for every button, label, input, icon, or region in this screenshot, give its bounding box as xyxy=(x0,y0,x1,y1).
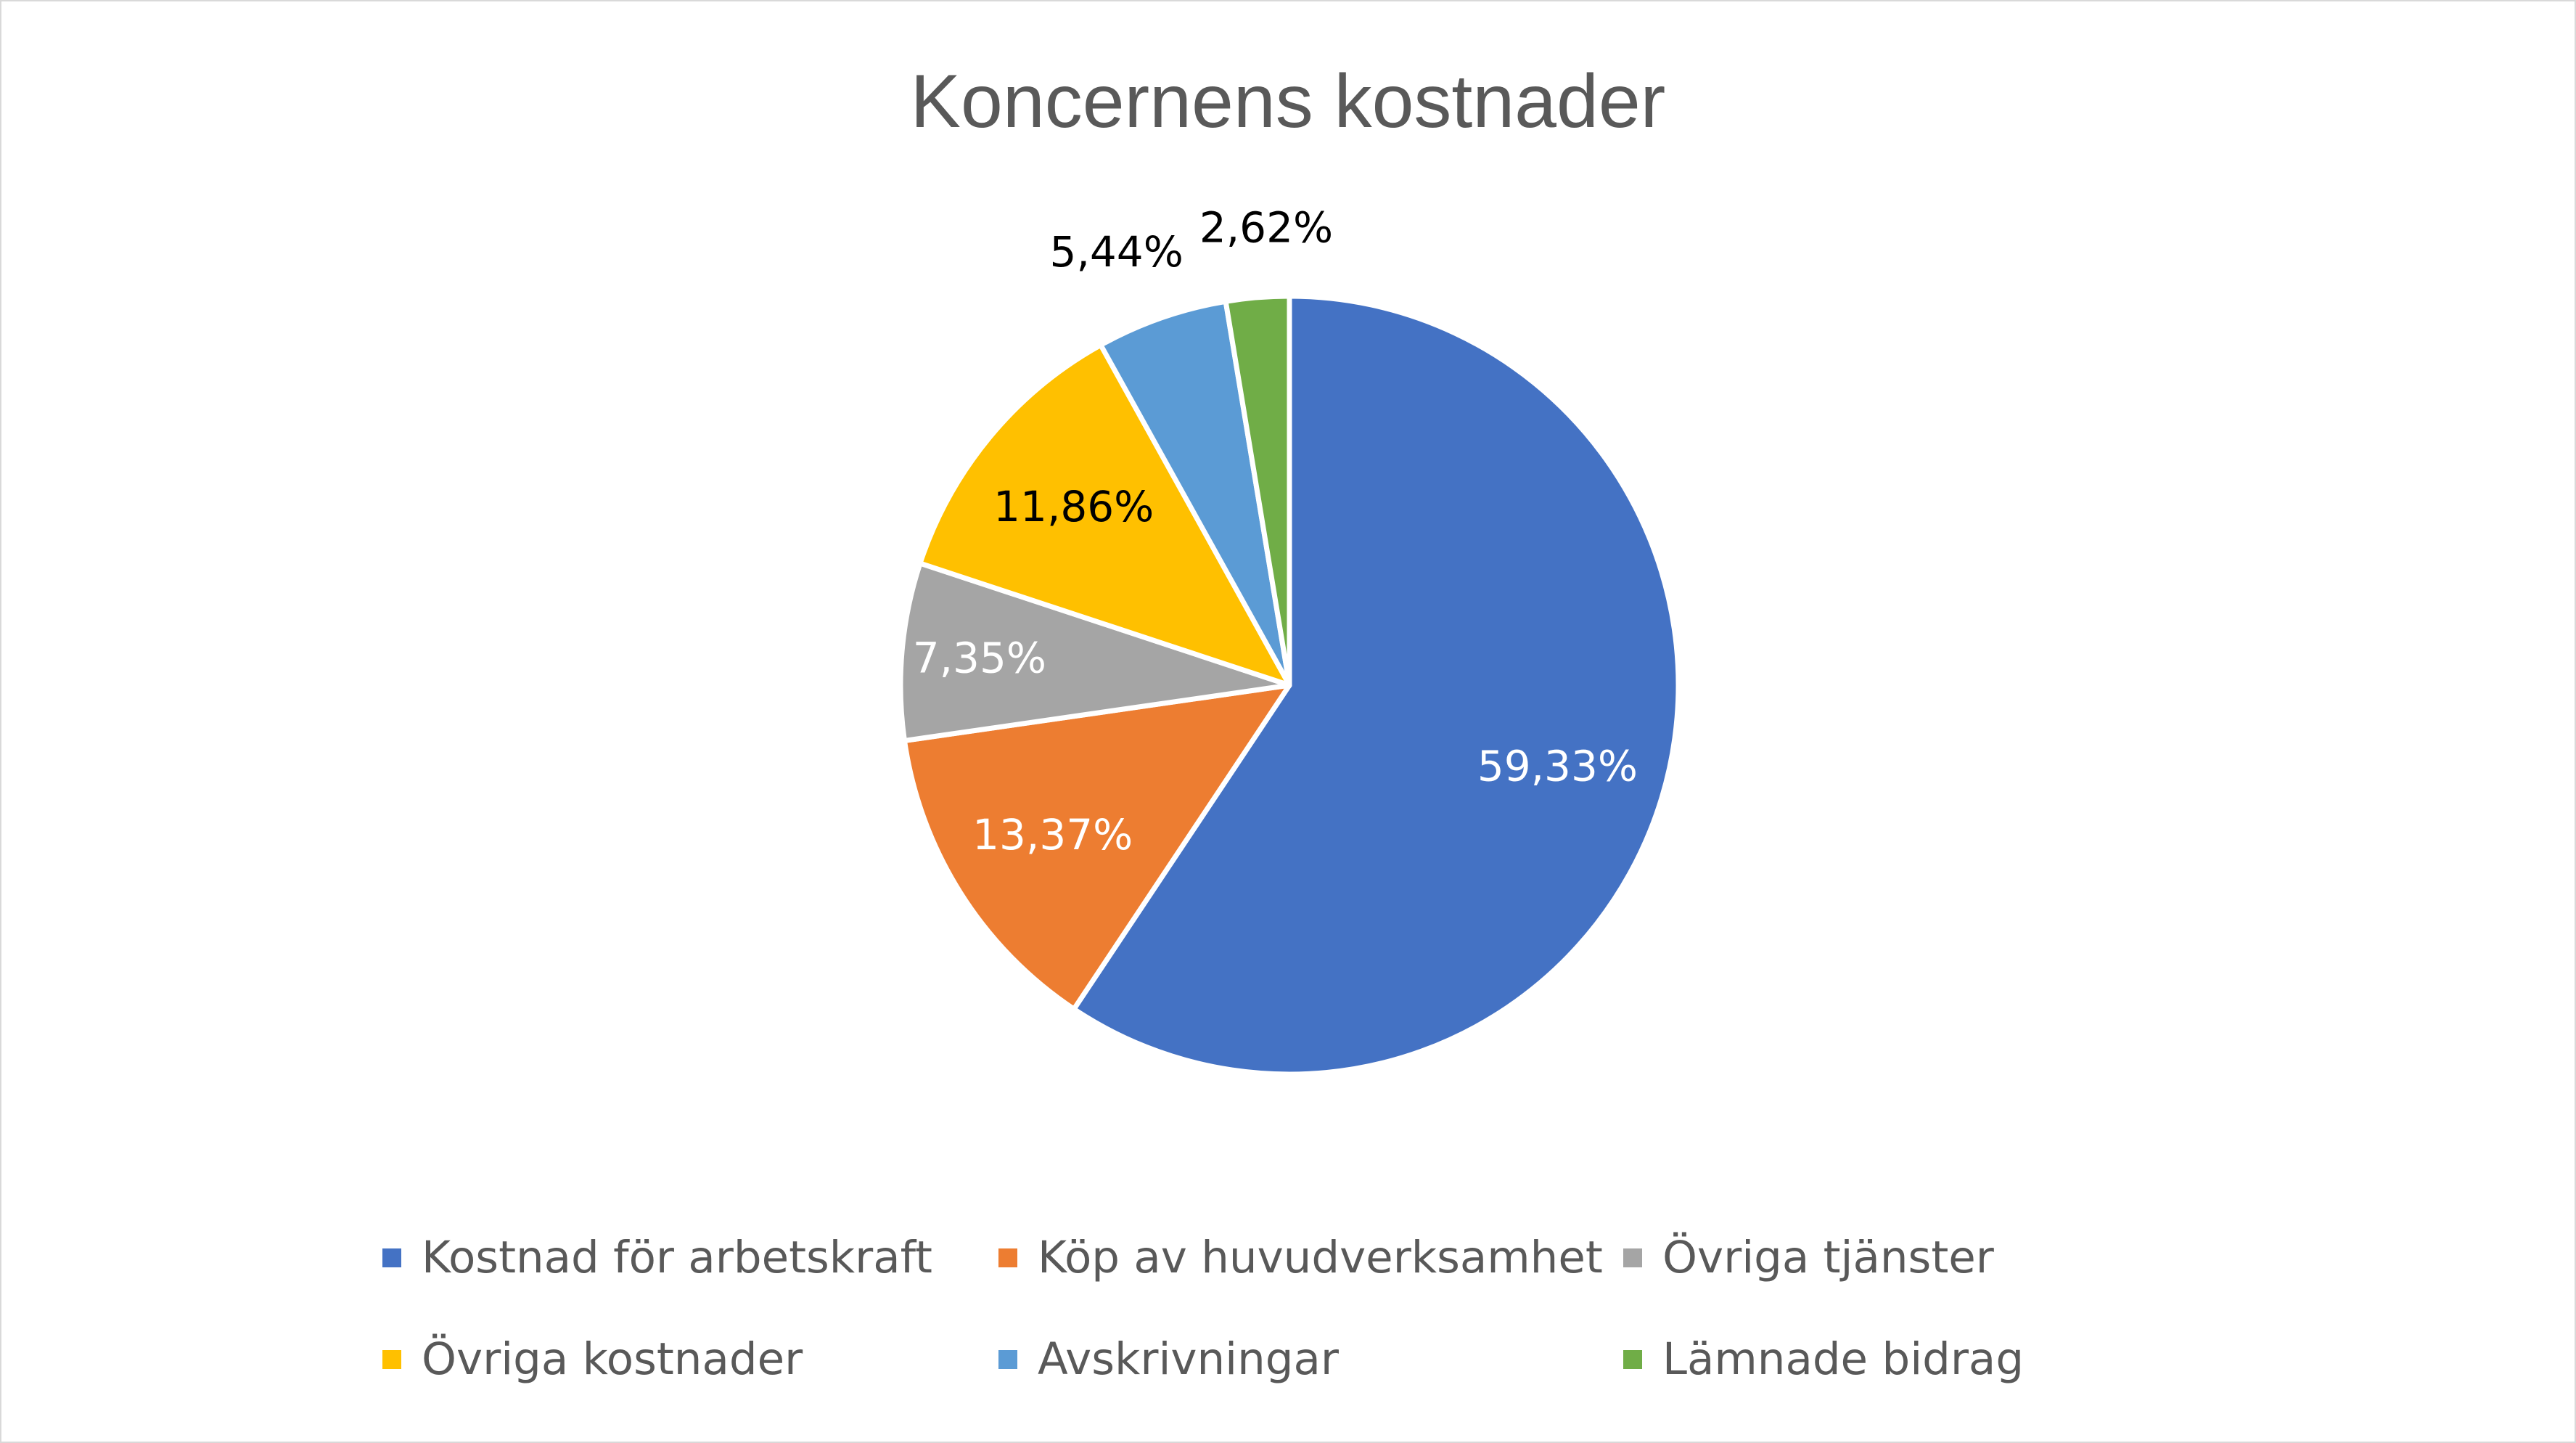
legend-label: Avskrivningar xyxy=(1038,1333,1339,1385)
legend-label: Övriga tjänster xyxy=(1662,1232,1994,1283)
legend-swatch xyxy=(998,1349,1017,1369)
data-label-lamnade-bidrag: 2,62% xyxy=(1199,203,1333,253)
pie-slice-ovriga-tjanster xyxy=(898,560,1292,743)
legend-item-avskrivningar: Avskrivningar xyxy=(998,1333,1339,1385)
pie-slice-avskrivningar xyxy=(1098,298,1292,688)
legend-label: Kostnad för arbetskraft xyxy=(422,1232,932,1283)
data-label-arbetskraft: 59,33% xyxy=(1477,742,1638,791)
pie-slice-arbetskraft xyxy=(1071,293,1681,1077)
legend-label: Lämnade bidrag xyxy=(1662,1333,2025,1385)
legend-item-arbetskraft: Kostnad för arbetskraft xyxy=(382,1232,932,1283)
legend-item-ovriga-tjanster: Övriga tjänster xyxy=(1623,1232,1994,1283)
pie-slice-ovriga-kostnader xyxy=(917,342,1292,688)
legend-swatch xyxy=(382,1349,401,1369)
pie-slice-huvudverksamhet xyxy=(901,682,1292,1012)
legend-swatch xyxy=(1623,1349,1642,1369)
legend-swatch xyxy=(998,1248,1017,1267)
legend-label: Övriga kostnader xyxy=(422,1333,803,1385)
data-label-ovriga-kostnader: 11,86% xyxy=(993,482,1154,531)
pie-slice-lamnade-bidrag xyxy=(1223,293,1292,688)
legend-item-ovriga-kostnader: Övriga kostnader xyxy=(382,1333,803,1385)
legend-item-huvudverksamhet: Köp av huvudverksamhet xyxy=(998,1232,1603,1283)
legend-swatch xyxy=(1623,1248,1642,1267)
data-label-huvudverksamhet: 13,37% xyxy=(972,810,1133,859)
data-label-ovriga-tjanster: 7,35% xyxy=(913,633,1046,682)
legend-swatch xyxy=(382,1248,401,1267)
data-label-avskrivningar: 5,44% xyxy=(1050,227,1184,277)
chart-title: Koncernens kostnader xyxy=(910,60,1666,144)
legend-label: Köp av huvudverksamhet xyxy=(1038,1232,1603,1283)
legend-item-lamnade-bidrag: Lämnade bidrag xyxy=(1623,1333,2024,1385)
